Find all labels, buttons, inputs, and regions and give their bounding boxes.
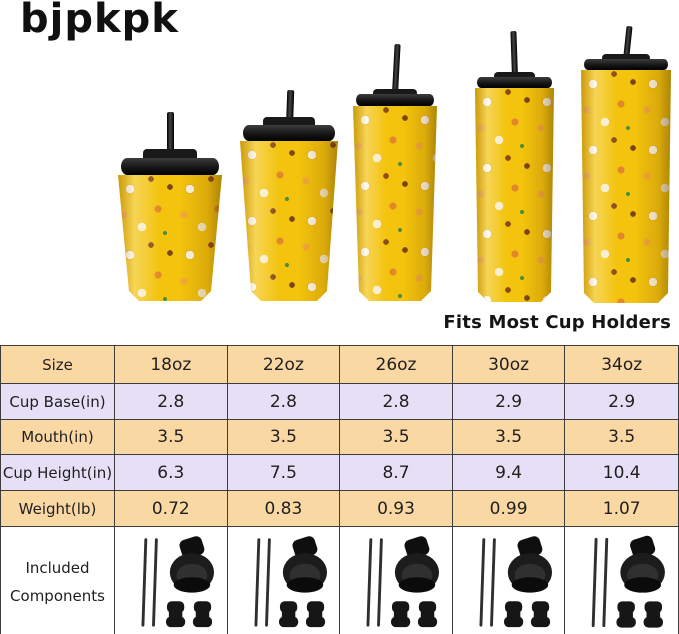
size-value: 22oz xyxy=(227,346,341,383)
lid-icon xyxy=(355,89,435,106)
table-row-cup-height: Cup Height(in) 6.3 7.5 8.7 9.4 10.4 xyxy=(1,455,678,491)
included-components-icon xyxy=(254,536,327,628)
cup-body xyxy=(581,70,671,303)
cup-body xyxy=(475,88,554,302)
cup-base-value: 2.9 xyxy=(565,384,678,419)
cup-shading xyxy=(118,175,222,301)
included-components-icon xyxy=(592,535,666,628)
cup-base-value: 2.8 xyxy=(340,384,453,419)
included-components-icon xyxy=(141,536,215,628)
cup-height-value: 9.4 xyxy=(452,455,566,490)
mouth-value: 3.5 xyxy=(565,420,678,454)
tumbler-30oz xyxy=(475,0,554,312)
tumbler-22oz xyxy=(240,0,338,312)
components-cell-22oz xyxy=(227,527,341,634)
straw-icon xyxy=(166,112,174,158)
row-label-cup-height: Cup Height(in) xyxy=(1,455,115,490)
cup-shading xyxy=(581,70,671,303)
lid-icon xyxy=(121,149,219,175)
lid-icon xyxy=(242,117,336,141)
included-components-icon xyxy=(366,536,440,628)
cup-height-value: 7.5 xyxy=(227,455,341,490)
size-value: 34oz xyxy=(565,346,678,383)
components-cell-26oz xyxy=(340,527,453,634)
weight-value: 0.83 xyxy=(227,491,341,526)
mouth-value: 3.5 xyxy=(340,420,453,454)
cup-base-value: 2.8 xyxy=(227,384,341,419)
tumbler-26oz xyxy=(353,0,437,312)
size-value: 18oz xyxy=(115,346,228,383)
cup-height-value: 10.4 xyxy=(565,455,678,490)
cup-holder-caption: Fits Most Cup Holders xyxy=(443,312,671,333)
tumbler-18oz xyxy=(118,0,222,312)
components-cell-18oz xyxy=(115,527,228,634)
table-row-components: Included Components xyxy=(1,527,678,634)
included-components-icon xyxy=(479,536,552,628)
weight-value: 1.07 xyxy=(565,491,678,526)
cup-body xyxy=(118,175,222,301)
mouth-value: 3.5 xyxy=(227,420,341,454)
cup-body xyxy=(353,106,437,301)
cup-shading xyxy=(240,141,338,301)
weight-value: 0.93 xyxy=(340,491,453,526)
cup-shading xyxy=(353,106,437,301)
row-label-size: Size xyxy=(1,346,115,383)
row-label-mouth: Mouth(in) xyxy=(1,420,115,454)
cup-base-value: 2.9 xyxy=(452,384,566,419)
weight-value: 0.72 xyxy=(115,491,228,526)
size-value: 26oz xyxy=(340,346,453,383)
table-row-cup-base: Cup Base(in) 2.8 2.8 2.8 2.9 2.9 xyxy=(1,384,678,420)
size-value: 30oz xyxy=(452,346,566,383)
lid-icon xyxy=(477,72,552,88)
cup-body xyxy=(240,141,338,301)
weight-value: 0.99 xyxy=(452,491,566,526)
components-cell-30oz xyxy=(452,527,566,634)
row-label-weight: Weight(lb) xyxy=(1,491,115,526)
tumbler-34oz xyxy=(581,0,671,312)
cup-height-value: 6.3 xyxy=(115,455,228,490)
row-label-components: Included Components xyxy=(1,527,115,634)
table-row-weight: Weight(lb) 0.72 0.83 0.93 0.99 1.07 xyxy=(1,491,678,527)
straw-icon xyxy=(509,30,518,78)
components-cell-34oz xyxy=(565,527,678,634)
lid-icon xyxy=(583,54,669,70)
straw-icon xyxy=(392,43,401,95)
spec-table: Size 18oz 22oz 26oz 30oz 34oz Cup Base(i… xyxy=(0,345,679,634)
mouth-value: 3.5 xyxy=(452,420,566,454)
table-row-size: Size 18oz 22oz 26oz 30oz 34oz xyxy=(1,346,678,384)
mouth-value: 3.5 xyxy=(115,420,228,454)
table-row-mouth: Mouth(in) 3.5 3.5 3.5 3.5 3.5 xyxy=(1,420,678,455)
cup-shading xyxy=(475,88,554,302)
cup-base-value: 2.8 xyxy=(115,384,228,419)
cup-height-value: 8.7 xyxy=(340,455,453,490)
row-label-cup-base: Cup Base(in) xyxy=(1,384,115,419)
brand-logo: bjpkpk xyxy=(20,0,179,42)
